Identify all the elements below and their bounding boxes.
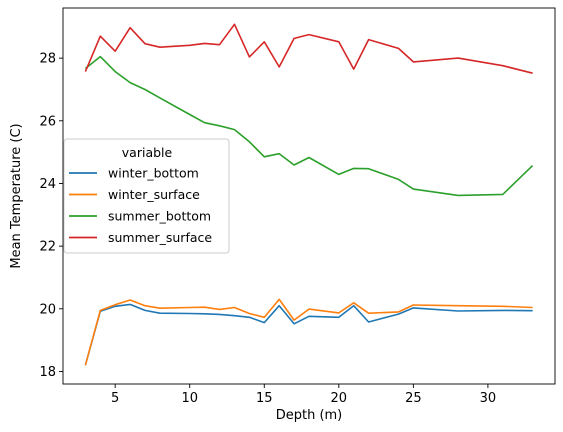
- x-tick-label: 10: [181, 391, 198, 406]
- y-axis-label: Mean Temperature (C): [9, 123, 24, 268]
- legend: variable winter_bottom winter_surfacesumm…: [63, 138, 230, 254]
- x-tick-label: 15: [256, 391, 273, 406]
- x-axis-label: Depth (m): [276, 408, 343, 423]
- y-tick-label: 20: [39, 302, 56, 317]
- series-line-winter-surface: [84, 298, 533, 366]
- legend-label: summer_bottom: [108, 209, 211, 224]
- x-tick-label: 30: [480, 391, 497, 406]
- y-tick-label: 26: [39, 114, 56, 129]
- legend-entries: winter_bottom winter_surface summer_bottom…: [69, 166, 212, 245]
- legend-box: [63, 138, 230, 254]
- legend-label: summer_surface: [108, 230, 212, 245]
- x-axis: 5 10 15 20 25 30: [111, 384, 496, 406]
- series-line-summer-bottom: [84, 55, 534, 197]
- x-tick-label: 20: [331, 391, 348, 406]
- series-lines: [84, 23, 534, 366]
- x-tick-label: 25: [405, 391, 422, 406]
- legend-label: winter_surface: [108, 187, 200, 202]
- legend-title: variable: [122, 145, 173, 160]
- y-tick-label: 22: [39, 240, 56, 255]
- axes-frame: [62, 7, 556, 385]
- series-line-winter-bottom: [84, 303, 533, 366]
- legend-label: winter_bottom: [108, 166, 199, 181]
- x-tick-label: 5: [111, 391, 119, 406]
- y-tick-label: 24: [39, 177, 56, 192]
- y-tick-label: 18: [39, 365, 56, 380]
- y-axis: 18 20 22 24 26 28: [39, 52, 63, 380]
- series-line-summer-surface: [84, 23, 533, 74]
- y-tick-label: 28: [39, 52, 56, 67]
